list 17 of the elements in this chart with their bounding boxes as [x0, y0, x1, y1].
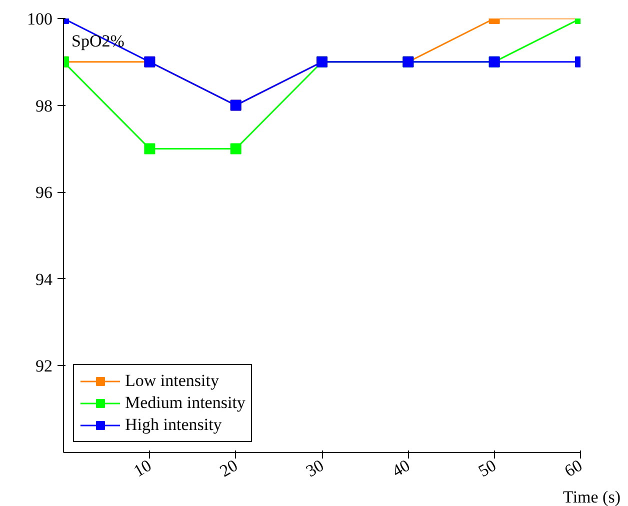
x-axis-title: Time (s)	[563, 488, 620, 506]
legend-label: Low intensity	[125, 371, 219, 391]
legend-label: High intensity	[125, 415, 222, 435]
y-tick-label: 94	[36, 270, 53, 289]
y-tick-label: 92	[36, 356, 52, 376]
x-tick-label: 40	[388, 456, 414, 481]
y-tick-label: 100	[27, 10, 52, 28]
point	[230, 143, 242, 154]
point	[144, 143, 156, 154]
x-tick-label: 20	[216, 456, 241, 481]
y-tick-label: 96	[36, 183, 52, 202]
x-tick-label: 50	[475, 456, 500, 481]
x-tick-label: 60	[561, 456, 586, 481]
y-tick-label: 98	[36, 96, 52, 116]
x-tick-label: 10	[130, 456, 155, 481]
legend-label: Medium intensity	[125, 393, 246, 413]
x-tick-label: 30	[302, 456, 327, 481]
